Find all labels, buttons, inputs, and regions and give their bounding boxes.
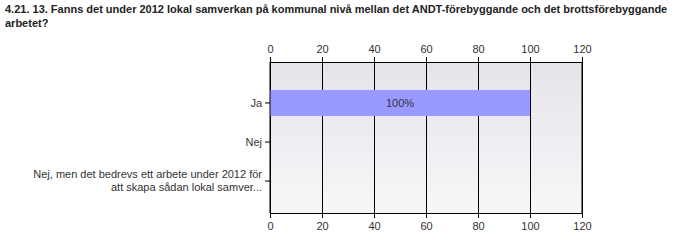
tick-label: 100: [521, 220, 539, 232]
x-axis-bottom: 0 20 40 60 80 100 120: [267, 213, 591, 232]
category-label: Nej, men det bedrevs ett arbete under 20…: [33, 168, 262, 193]
tick-mark: [374, 213, 375, 218]
plot-background: [270, 62, 582, 213]
tick-mark: [322, 213, 323, 218]
tick-label: 60: [420, 220, 432, 232]
bar: [270, 90, 530, 116]
tick: 40: [368, 213, 380, 232]
tick-label: 80: [472, 43, 484, 55]
grid-line: [582, 62, 583, 213]
grid-line: [374, 62, 375, 213]
tick: 60: [420, 213, 432, 232]
tick-label: 120: [573, 43, 591, 55]
tick-mark: [530, 57, 531, 62]
tick: 80: [472, 43, 484, 62]
tick-label: 80: [472, 220, 484, 232]
title: 4.21. 13. Fanns det under 2012 lokal sam…: [5, 3, 667, 29]
chart: 4.21. 13. Fanns det under 2012 lokal sam…: [0, 0, 681, 246]
tick: 0: [267, 43, 273, 62]
tick: [265, 181, 270, 182]
tick: 120: [573, 213, 591, 232]
tick: 120: [573, 43, 591, 62]
tick: 60: [420, 43, 432, 62]
tick-mark: [582, 213, 583, 218]
tick: 0: [267, 213, 273, 232]
tick-label: 0: [267, 220, 273, 232]
tick-mark: [426, 213, 427, 218]
tick: 100: [521, 43, 539, 62]
frame-left: [270, 62, 271, 213]
grid-line: [530, 62, 531, 213]
x-axis-top: 0 20 40 60 80 100 120: [267, 43, 591, 63]
tick: [265, 142, 270, 143]
tick-mark: [265, 181, 270, 182]
tick-mark: [265, 142, 270, 143]
tick: 20: [316, 213, 328, 232]
tick: 80: [472, 213, 484, 232]
tick: [265, 102, 270, 103]
axis-line: [271, 57, 583, 63]
tick: 40: [368, 43, 380, 62]
tick-mark: [265, 102, 270, 103]
category-labels: Ja Nej Nej, men det bedrevs ett arbete und…: [33, 97, 263, 194]
category-label: Nej: [245, 136, 262, 148]
grid-line: [322, 62, 323, 213]
bars: [270, 90, 530, 116]
tick-mark: [374, 57, 375, 62]
tick-mark: [322, 57, 323, 62]
tick-mark: [270, 213, 271, 218]
axis-line: [271, 214, 583, 219]
tick-label: 0: [267, 43, 273, 55]
tick: 100: [521, 213, 539, 232]
grid-line: [270, 62, 271, 213]
grid-line: [426, 62, 427, 213]
tick-label: 20: [316, 220, 328, 232]
tick-label: 120: [573, 220, 591, 232]
tick-mark: [582, 57, 583, 62]
grid: [270, 62, 582, 213]
tick-label: 60: [420, 43, 432, 55]
tick-label: 40: [368, 220, 380, 232]
tick-mark: [478, 57, 479, 62]
data-label: 100%: [386, 97, 414, 109]
tick-mark: [478, 213, 479, 218]
tick-mark: [530, 213, 531, 218]
tick-mark: [426, 57, 427, 62]
tick-label: 40: [368, 43, 380, 55]
grid-line: [478, 62, 479, 213]
category-label: Ja: [250, 97, 263, 109]
tick-mark: [270, 57, 271, 62]
tick: 20: [316, 43, 328, 62]
y-axis: [265, 103, 270, 181]
frame-right: [582, 62, 583, 213]
tick-label: 100: [521, 43, 539, 55]
tick-label: 20: [316, 43, 328, 55]
